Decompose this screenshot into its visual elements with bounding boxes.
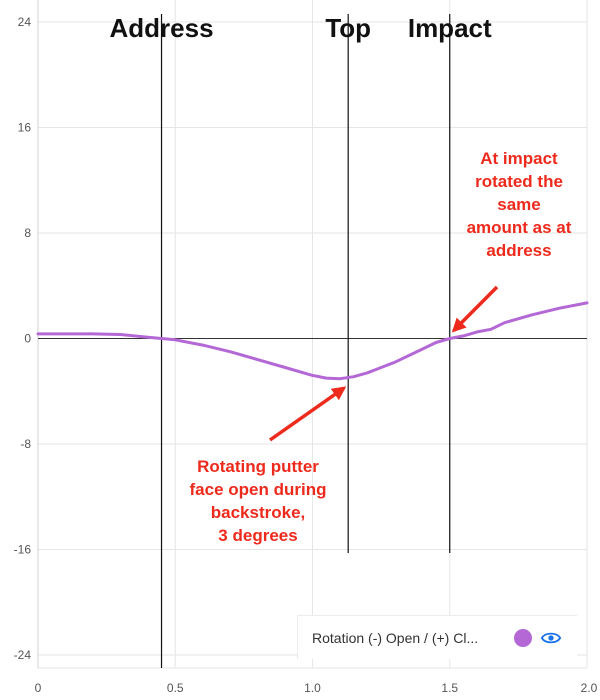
x-tick-label: 1.0 bbox=[304, 681, 321, 695]
annotation-backstroke-line: 3 degrees bbox=[218, 526, 297, 545]
series-layer bbox=[36, 301, 589, 381]
y-tick-label: -16 bbox=[14, 543, 32, 557]
y-tick-label: 8 bbox=[24, 226, 31, 240]
phase-label-address: Address bbox=[110, 13, 214, 43]
phase-label-impact: Impact bbox=[408, 13, 492, 43]
annotations: At impact rotated the same amount as at addr… bbox=[190, 149, 572, 545]
annotation-backstroke-line: Rotating putter bbox=[197, 457, 319, 476]
legend-swatch bbox=[514, 628, 532, 647]
y-tick-label: 24 bbox=[18, 15, 32, 29]
legend: Rotation (-) Open / (+) Cl... bbox=[297, 615, 577, 659]
annotation-impact-line: same bbox=[497, 195, 540, 214]
annotation-impact-line: address bbox=[486, 241, 551, 260]
annotation-backstroke-line: backstroke, bbox=[211, 503, 306, 522]
series-line bbox=[36, 301, 589, 381]
annotation-backstroke-line: face open during bbox=[190, 480, 327, 499]
phase-label-top: Top bbox=[325, 13, 371, 43]
annotation-impact-arrow bbox=[451, 285, 499, 333]
x-tick-label: 0.5 bbox=[167, 681, 184, 695]
phase-labels: Address Top Impact bbox=[110, 13, 492, 43]
x-tick-label: 0 bbox=[35, 681, 42, 695]
y-axis-ticks: 24 16 8 0 -8 -16 -24 bbox=[14, 15, 32, 662]
x-tick-label: 1.5 bbox=[441, 681, 458, 695]
legend-label: Rotation (-) Open / (+) Cl... bbox=[312, 629, 479, 646]
eye-icon[interactable] bbox=[541, 631, 561, 645]
annotation-backstroke-arrow bbox=[268, 386, 347, 442]
annotation-impact-line: At impact bbox=[480, 149, 558, 168]
phase-marker-lines bbox=[160, 14, 451, 668]
y-tick-label: 0 bbox=[24, 332, 31, 346]
x-axis-ticks: 0 0.5 1.0 1.5 2.0 bbox=[35, 681, 598, 695]
annotation-impact-line: rotated the bbox=[475, 172, 563, 191]
y-tick-label: -8 bbox=[20, 437, 31, 451]
x-tick-label: 2.0 bbox=[581, 681, 598, 695]
y-tick-label: 16 bbox=[18, 121, 32, 135]
y-tick-label: -24 bbox=[14, 648, 32, 662]
annotation-impact-line: amount as at bbox=[467, 218, 572, 237]
